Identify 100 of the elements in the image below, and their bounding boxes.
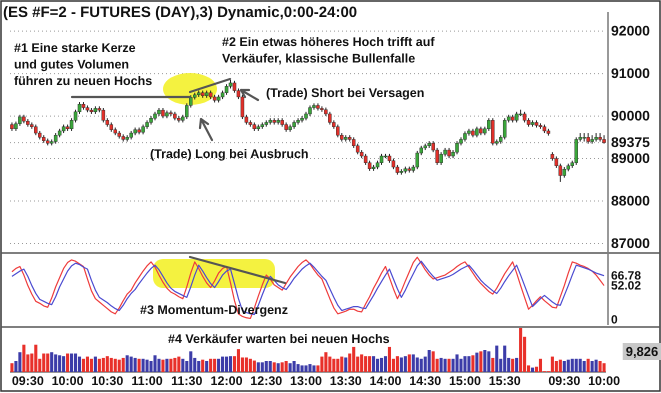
bar	[58, 355, 62, 372]
bar	[54, 354, 58, 372]
bar	[308, 364, 312, 372]
bar	[264, 361, 268, 372]
bar	[372, 356, 376, 372]
bar	[98, 358, 101, 372]
bar	[538, 358, 542, 372]
candlestick	[491, 118, 495, 146]
annotation: (Trade) Long bei Ausbruch	[150, 147, 309, 161]
bar	[440, 358, 443, 372]
bar	[396, 356, 399, 372]
bar	[562, 361, 566, 372]
annotation: #1 Eine starke Kerze und gutes Volumen führen zu neuen Hochs	[14, 41, 152, 88]
bar	[400, 357, 403, 372]
bar	[550, 356, 554, 372]
x-tick-label: 12:30	[250, 374, 282, 388]
bar	[380, 358, 384, 372]
bar	[268, 361, 272, 372]
bar	[463, 356, 467, 372]
bar	[82, 358, 86, 372]
bar	[130, 356, 133, 372]
candlestick	[356, 143, 360, 155]
candlestick	[141, 124, 145, 135]
bar	[280, 362, 284, 372]
bar	[598, 361, 602, 372]
bar	[515, 358, 518, 372]
candlestick	[502, 118, 506, 140]
x-tick-label: 15:30	[488, 374, 521, 388]
bar	[34, 344, 38, 372]
text: 9,826	[626, 344, 658, 359]
bar	[364, 356, 368, 372]
x-tick-label: 11:30	[171, 374, 202, 388]
bar	[459, 358, 463, 372]
bar	[197, 361, 200, 372]
bar	[102, 358, 105, 372]
bar	[146, 360, 149, 372]
bar	[530, 368, 534, 372]
bar	[209, 358, 212, 372]
x-tick-label: 14:30	[409, 374, 442, 388]
x-tick-label: 10:30	[91, 374, 124, 388]
bar	[122, 358, 125, 372]
bar	[360, 354, 364, 372]
bar	[312, 365, 316, 372]
chart-title: (ES #F=2 - FUTURES (DAY),3) Dynamic,0:00-24:00	[3, 4, 358, 21]
bar	[138, 358, 141, 372]
bar	[126, 355, 129, 372]
bar	[582, 361, 586, 372]
bar	[376, 358, 380, 372]
bar	[10, 363, 14, 372]
bar	[201, 360, 204, 372]
bar	[62, 356, 66, 372]
bar	[153, 355, 157, 372]
candlestick	[439, 152, 443, 166]
bar	[22, 344, 26, 372]
x-tick-label: 09:30	[12, 374, 44, 388]
bar	[594, 360, 598, 372]
x-tick-label: 14:00	[370, 374, 402, 388]
candlestick	[328, 111, 332, 126]
bar	[570, 358, 574, 372]
bar	[205, 361, 208, 372]
candlestick	[586, 132, 590, 144]
bar	[388, 346, 392, 372]
x-tick-label: 13:00	[290, 374, 322, 388]
bar	[213, 358, 216, 372]
bar	[300, 365, 304, 372]
annotation: #2 Ein etwas höheres Hoch trifft auf Verkäufer, klassische Bullenfalle	[222, 35, 436, 66]
y-tick-label: 88000	[611, 192, 650, 209]
bar	[574, 358, 578, 372]
candlestick	[475, 126, 479, 138]
bar	[483, 350, 486, 372]
bar	[94, 356, 97, 372]
y-tick-label: 91000	[611, 65, 650, 82]
bar	[252, 360, 256, 372]
candlestick	[102, 108, 106, 123]
x-tick-label: 13:30	[330, 374, 362, 388]
bar	[284, 361, 288, 372]
bar	[161, 360, 165, 372]
bar	[558, 360, 562, 372]
bar	[157, 358, 161, 372]
candlestick	[435, 147, 439, 166]
bar	[602, 363, 606, 372]
x-tick-label: 10:00	[588, 374, 620, 388]
bar	[479, 351, 482, 372]
bar	[404, 356, 407, 372]
y-tick-label: 89375	[611, 134, 650, 150]
bar	[42, 354, 46, 372]
candlestick	[463, 130, 467, 142]
bar	[288, 363, 292, 372]
bar	[324, 352, 328, 372]
bar	[296, 364, 300, 372]
bar	[114, 358, 117, 372]
bar	[566, 360, 570, 372]
bar	[70, 354, 74, 372]
bar	[169, 358, 172, 372]
bar	[276, 363, 280, 372]
bar	[106, 356, 109, 372]
bar	[416, 357, 419, 372]
bar	[590, 361, 594, 372]
bar	[428, 350, 431, 372]
bar	[578, 358, 582, 372]
